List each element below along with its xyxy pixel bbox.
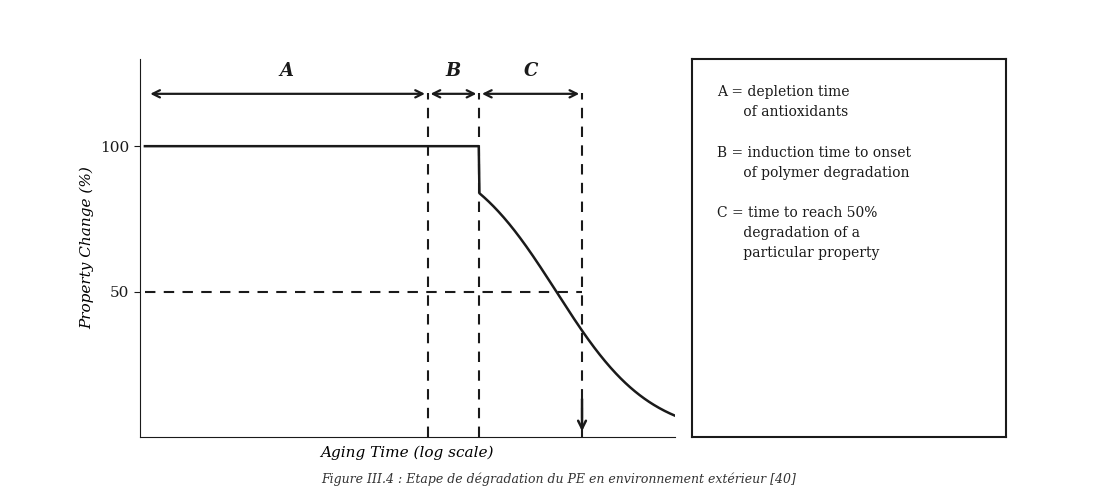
Text: B: B — [446, 62, 461, 80]
X-axis label: Aging Time (log scale): Aging Time (log scale) — [321, 445, 494, 460]
Y-axis label: Property Change (%): Property Change (%) — [80, 166, 95, 329]
Text: A = depletion time
      of antioxidants

B = induction time to onset
      of p: A = depletion time of antioxidants B = i… — [717, 85, 911, 260]
Text: C: C — [523, 62, 538, 80]
Text: Figure III.4 : Etape de dégradation du PE en environnement extérieur [40]: Figure III.4 : Etape de dégradation du P… — [322, 473, 796, 486]
Text: A: A — [280, 62, 293, 80]
